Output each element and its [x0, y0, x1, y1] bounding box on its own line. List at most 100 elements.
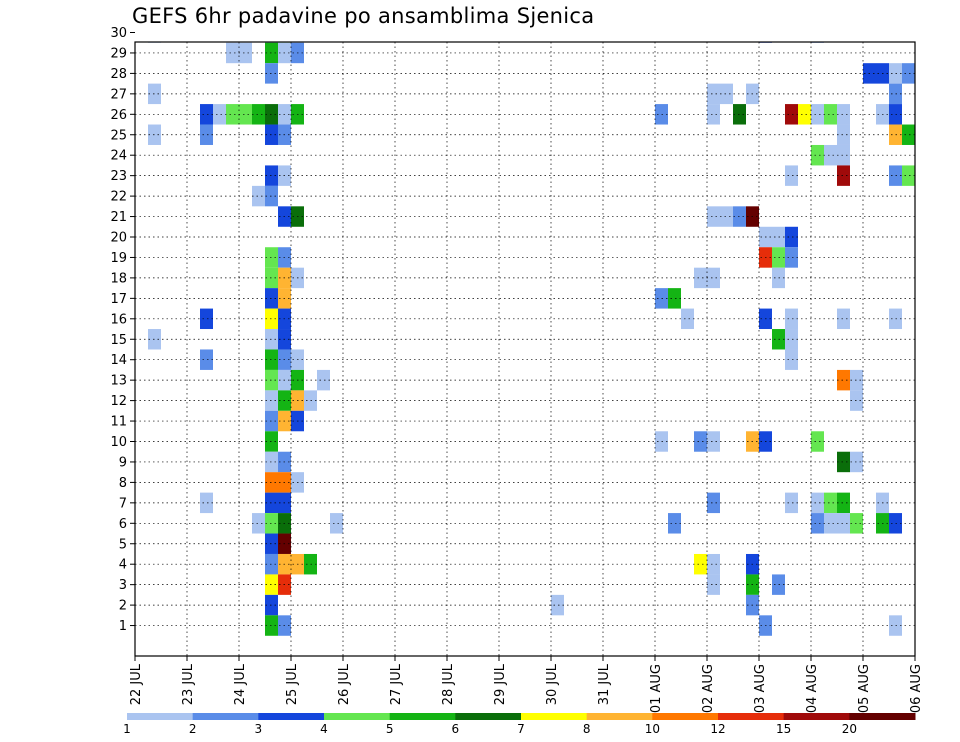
heatmap-cell [811, 431, 824, 452]
heatmap-cell [785, 247, 798, 268]
heatmap-cell [707, 431, 720, 452]
y-tick-label: 11 [110, 415, 127, 430]
y-tick-label: 2 [119, 599, 127, 614]
y-tick-label: 6 [119, 517, 127, 532]
y-tick-label: 28 [110, 67, 127, 82]
heatmap-cell [902, 124, 915, 145]
heatmap-cell [252, 513, 265, 534]
heatmap-cell [785, 226, 798, 248]
legend-label: 6 [452, 722, 460, 736]
heatmap-cell [707, 553, 720, 575]
heatmap-cell [707, 267, 720, 289]
legend-label: 2 [189, 722, 197, 736]
legend-label: 12 [710, 722, 725, 736]
legend-label: 4 [320, 722, 328, 736]
heatmap-cell [824, 104, 837, 125]
heatmap-cell [811, 513, 824, 534]
heatmap-cell [694, 267, 707, 289]
y-tick-label: 30 [110, 26, 127, 41]
heatmap-cell [798, 104, 811, 125]
x-tick-label: 23 JUL [181, 663, 196, 705]
y-tick-label: 13 [110, 374, 127, 389]
heatmap-cell [317, 369, 330, 391]
x-tick-label: 30 JUL [545, 663, 560, 705]
x-tick-label: 28 JUL [441, 663, 456, 705]
y-tick-label: 1 [119, 619, 127, 634]
grid-layer [135, 42, 915, 656]
y-tick-label: 19 [110, 251, 127, 266]
legend-swatch [586, 713, 653, 720]
heatmap-cell [811, 144, 824, 166]
heatmap-cell [837, 104, 850, 125]
heatmap-cell [252, 104, 265, 125]
heatmap-cell [837, 308, 850, 330]
heatmap-cell [213, 104, 226, 125]
y-tick-label: 21 [110, 210, 127, 225]
heatmap-cell [785, 308, 798, 330]
y-tick-label: 22 [110, 190, 127, 205]
heatmap-cell [824, 144, 837, 166]
legend-label: 5 [386, 722, 394, 736]
heatmap-cell [837, 369, 850, 391]
x-tick-label: 22 JUL [129, 663, 144, 705]
y-tick-label: 12 [110, 394, 127, 409]
y-tick-label: 7 [119, 496, 127, 511]
heatmap-cell [837, 513, 850, 534]
heatmap-cell [837, 165, 850, 186]
legend-label: 8 [583, 722, 591, 736]
legend-label: 7 [517, 722, 525, 736]
x-tick-label: 27 JUL [389, 663, 404, 705]
chart-title: GEFS 6hr padavine po ansamblima Sjenica [132, 4, 595, 28]
x-tick-label: 02 AUG [701, 664, 716, 713]
heatmap-cell [837, 451, 850, 473]
legend-swatch [192, 713, 259, 720]
legend-swatch [324, 713, 391, 720]
heatmap-cell [681, 308, 694, 330]
color-legend: 1 2 3 4 5 6 7 8 10 12 15 20 [123, 713, 916, 736]
heatmap-cell [785, 165, 798, 186]
heatmap-cell [707, 83, 720, 105]
heatmap-cell [902, 165, 915, 186]
heatmap-cell [668, 288, 681, 309]
x-tick-label: 05 AUG [857, 664, 872, 713]
legend-swatch [389, 713, 456, 720]
heatmap-cell [707, 206, 720, 227]
y-tick-label: 5 [119, 537, 127, 552]
x-tick-label: 06 AUG [909, 664, 924, 713]
y-tick-label: 20 [110, 231, 127, 246]
y-tick-label: 18 [110, 271, 127, 286]
legend-swatch [521, 713, 588, 720]
heatmap-cell [694, 431, 707, 452]
y-tick-label: 9 [119, 455, 127, 470]
heatmap-cell [824, 492, 837, 514]
heatmap-cell [330, 513, 343, 534]
legend-swatch [127, 713, 194, 720]
legend-label: 3 [255, 722, 263, 736]
heatmap-cell [707, 104, 720, 125]
heatmap-cell [837, 144, 850, 166]
heatmap-cell [720, 206, 733, 227]
heatmap-cell [837, 492, 850, 514]
heatmap-cell [785, 349, 798, 370]
y-tick-label: 14 [110, 353, 127, 368]
heatmap-cell [707, 574, 720, 595]
heatmap-cell [694, 553, 707, 575]
heatmap-cell [837, 124, 850, 145]
y-tick-label: 17 [110, 292, 127, 307]
y-tick-label: 25 [110, 128, 127, 143]
heatmap-cell [200, 349, 213, 370]
legend-swatch [455, 713, 522, 720]
y-tick-label: 27 [110, 87, 127, 102]
heatmap-cell [811, 492, 824, 514]
x-tick-label: 29 JUL [493, 663, 508, 705]
plot-frame [134, 41, 916, 657]
heatmap-cell [720, 83, 733, 105]
y-tick-label: 26 [110, 108, 127, 123]
heatmap-cell [902, 63, 915, 84]
y-tick-label: 10 [110, 435, 127, 450]
heatmap-cell [668, 513, 681, 534]
heatmap-cell [824, 513, 837, 534]
x-tick-label: 26 JUL [337, 663, 352, 705]
legend-label: 10 [645, 722, 660, 736]
x-tick-label: 24 JUL [233, 663, 248, 705]
